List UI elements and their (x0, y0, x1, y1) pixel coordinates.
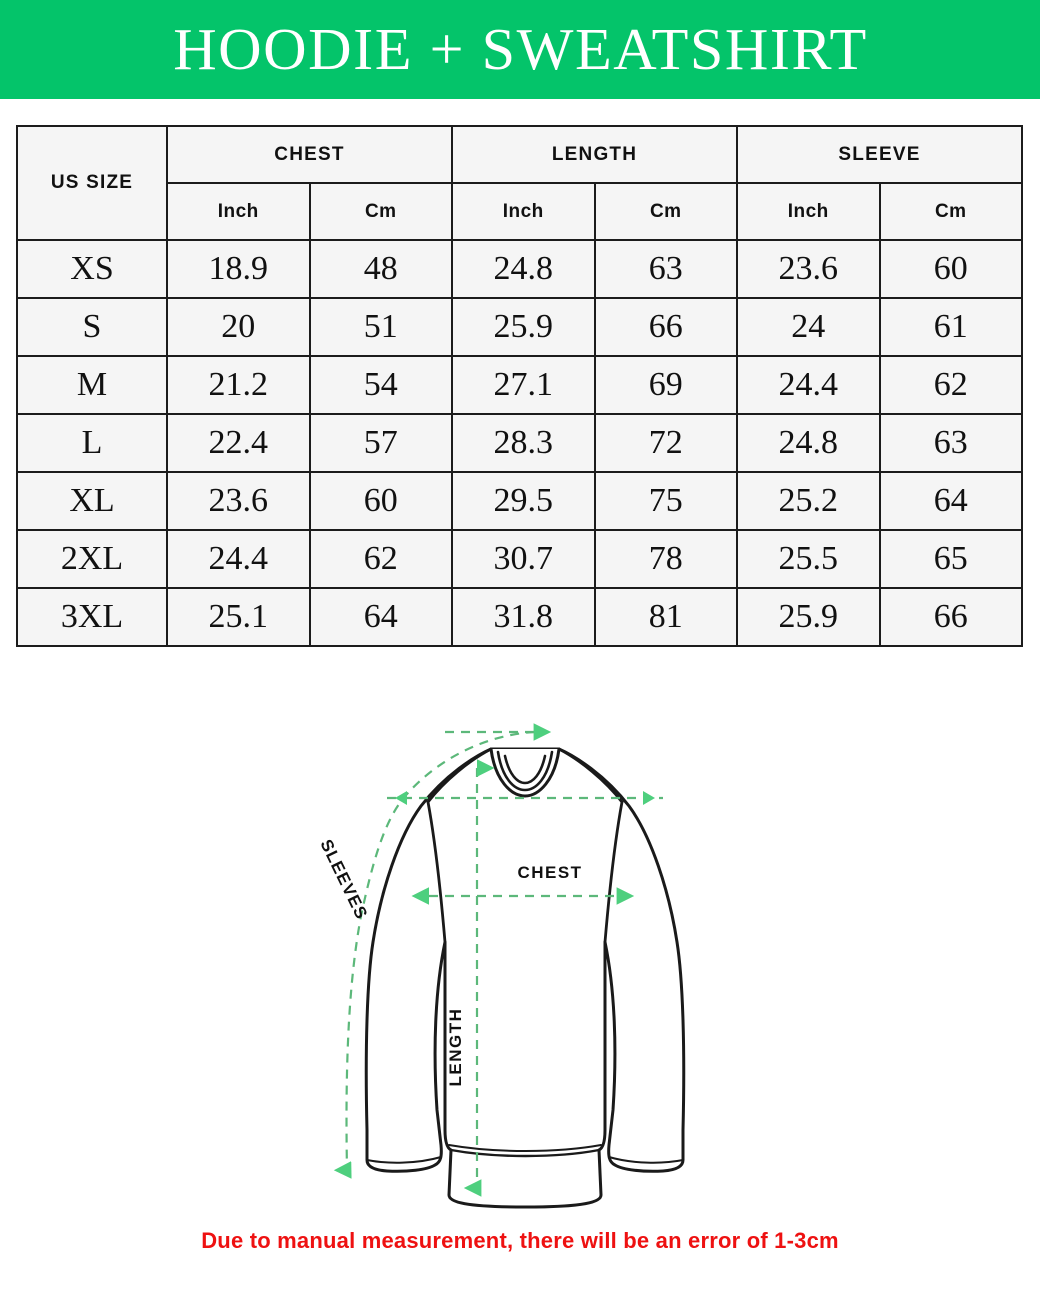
cell-length-cm: 72 (593, 413, 738, 473)
cell-length-inch: 30.7 (451, 529, 596, 589)
table-row: XS 18.9 48 24.8 63 23.6 60 (16, 239, 1023, 299)
table-row: XL 23.6 60 29.5 75 25.2 64 (16, 471, 1023, 531)
cell-sleeve-cm: 60 (878, 239, 1023, 299)
header-chest: CHEST (166, 125, 453, 184)
cell-length-inch: 29.5 (451, 471, 596, 531)
unit-chest-cm: Cm (308, 182, 453, 241)
cell-length-inch: 28.3 (451, 413, 596, 473)
header-us-size: US SIZE (16, 125, 168, 241)
cell-size: XL (16, 471, 168, 531)
cell-length-cm: 66 (593, 297, 738, 357)
cell-sleeve-inch: 24.4 (736, 355, 881, 415)
cell-sleeve-inch: 24 (736, 297, 881, 357)
unit-length-inch: Inch (451, 182, 596, 241)
unit-sleeve-inch: Inch (736, 182, 881, 241)
cell-chest-cm: 48 (308, 239, 453, 299)
cell-chest-cm: 62 (308, 529, 453, 589)
cell-length-cm: 75 (593, 471, 738, 531)
page-title: HOODIE + SWEATSHIRT (172, 16, 868, 82)
cell-chest-inch: 24.4 (166, 529, 311, 589)
cell-length-cm: 69 (593, 355, 738, 415)
cell-sleeve-cm: 66 (878, 587, 1023, 647)
cell-chest-inch: 21.2 (166, 355, 311, 415)
sleeve-guide-line (333, 730, 536, 1179)
cell-sleeve-inch: 23.6 (736, 239, 881, 299)
cell-length-inch: 27.1 (451, 355, 596, 415)
sweatshirt-measurement-diagram: CHEST LENGTH SLEEVES (295, 690, 755, 1220)
table-group-header-row: US SIZE CHEST LENGTH SLEEVE (16, 125, 1023, 241)
table-row: M 21.2 54 27.1 69 24.4 62 (16, 355, 1023, 415)
size-chart-table-container: US SIZE CHEST LENGTH SLEEVE Inch Cm Inch… (16, 125, 1023, 647)
cell-chest-inch: 22.4 (166, 413, 311, 473)
cell-sleeve-inch: 25.5 (736, 529, 881, 589)
unit-chest-inch: Inch (166, 182, 311, 241)
table-row: S 20 51 25.9 66 24 61 (16, 297, 1023, 357)
cell-length-inch: 25.9 (451, 297, 596, 357)
table-unit-header-row: Inch Cm Inch Cm Inch Cm (17, 182, 1023, 241)
shoulder-arrow-heads (395, 791, 655, 805)
cell-chest-cm: 64 (308, 587, 453, 647)
cell-chest-cm: 60 (308, 471, 453, 531)
cell-chest-inch: 25.1 (166, 587, 311, 647)
cell-sleeve-inch: 24.8 (736, 413, 881, 473)
header-sleeve: SLEEVE (736, 125, 1023, 184)
chest-label: CHEST (517, 863, 582, 882)
cell-sleeve-cm: 63 (878, 413, 1023, 473)
cell-sleeve-cm: 64 (878, 471, 1023, 531)
cell-sleeve-cm: 65 (878, 529, 1023, 589)
sleeves-label: SLEEVES (316, 836, 371, 922)
cell-chest-cm: 51 (308, 297, 453, 357)
unit-sleeve-cm: Cm (878, 182, 1023, 241)
header-banner: HOODIE + SWEATSHIRT (0, 0, 1040, 99)
cell-length-cm: 78 (593, 529, 738, 589)
unit-length-cm: Cm (593, 182, 738, 241)
cell-chest-cm: 57 (308, 413, 453, 473)
table-row: 2XL 24.4 62 30.7 78 25.5 65 (16, 529, 1023, 589)
size-chart-table: US SIZE CHEST LENGTH SLEEVE Inch Cm Inch… (16, 125, 1023, 647)
sweatshirt-outline (364, 747, 686, 1209)
table-row: L 22.4 57 28.3 72 24.8 63 (16, 413, 1023, 473)
measurement-guides (333, 723, 663, 1197)
cell-length-inch: 24.8 (451, 239, 596, 299)
cell-sleeve-inch: 25.2 (736, 471, 881, 531)
cell-size: XS (16, 239, 168, 299)
cell-chest-inch: 18.9 (166, 239, 311, 299)
cell-chest-inch: 23.6 (166, 471, 311, 531)
cell-length-cm: 81 (593, 587, 738, 647)
cell-length-inch: 31.8 (451, 587, 596, 647)
cell-size: 2XL (16, 529, 168, 589)
cell-chest-inch: 20 (166, 297, 311, 357)
cell-chest-cm: 54 (308, 355, 453, 415)
cell-length-cm: 63 (593, 239, 738, 299)
cell-size: S (16, 297, 168, 357)
cell-size: M (16, 355, 168, 415)
table-row: 3XL 25.1 64 31.8 81 25.9 66 (16, 587, 1023, 647)
cell-sleeve-cm: 61 (878, 297, 1023, 357)
measurement-disclaimer: Due to manual measurement, there will be… (201, 1228, 839, 1253)
cell-sleeve-cm: 62 (878, 355, 1023, 415)
length-label: LENGTH (446, 1008, 465, 1087)
header-length: LENGTH (451, 125, 738, 184)
cell-size: L (16, 413, 168, 473)
cell-size: 3XL (16, 587, 168, 647)
cell-sleeve-inch: 25.9 (736, 587, 881, 647)
